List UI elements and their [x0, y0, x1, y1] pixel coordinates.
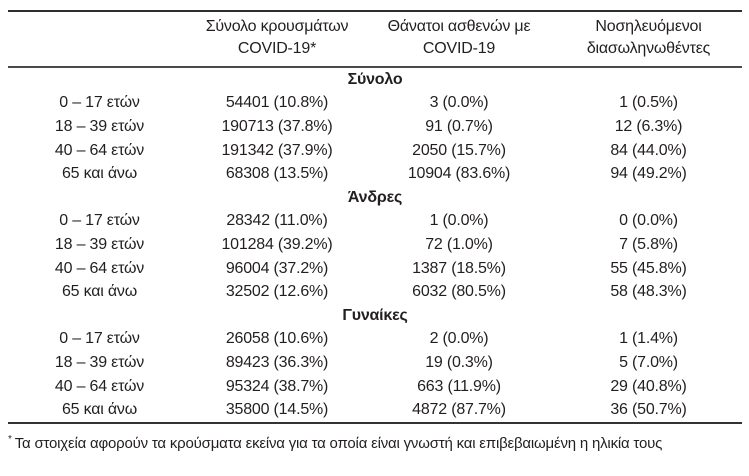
- age-row-label: 40 – 64 ετών: [54, 141, 145, 159]
- column-header-intubated-line2: διασωληνωθέντες: [586, 40, 711, 57]
- covid-stats-table: Σύνολο κρουσμάτων COVID-19* Θάνατοι ασθε…: [8, 10, 742, 424]
- section-header-row: Άνδρες: [8, 186, 742, 210]
- intubated-cell: 12 (6.3%): [614, 117, 683, 135]
- table-row: 65 και άνω 68308 (13.5%) 10904 (83.6%) 9…: [8, 162, 742, 186]
- deaths-cell: 4872 (87.7%): [412, 401, 506, 419]
- column-header-intubated-line1: Νοσηλευόμενοι: [595, 18, 702, 35]
- age-row-label: 18 – 39 ετών: [54, 117, 145, 135]
- intubated-cell: 29 (40.8%): [610, 377, 687, 395]
- age-row-label: 18 – 39 ετών: [54, 235, 145, 253]
- intubated-cell: 94 (49.2%): [610, 165, 687, 183]
- footnote-asterisk-marker: *: [8, 433, 12, 445]
- intubated-cell: 5 (7.0%): [619, 353, 678, 371]
- intubated-cell: 58 (48.3%): [610, 283, 687, 301]
- table-row: 40 – 64 ετών 191342 (37.9%) 2050 (15.7%)…: [8, 139, 742, 163]
- cases-cell: 101284 (39.2%): [221, 235, 333, 253]
- age-row-label: 40 – 64 ετών: [54, 259, 145, 277]
- table-footnote: * Τα στοιχεία αφορούν τα κρούσματα εκείνα…: [8, 431, 741, 453]
- header-row: Σύνολο κρουσμάτων COVID-19* Θάνατοι ασθε…: [8, 11, 742, 68]
- section-label-total: Σύνολο: [347, 70, 403, 88]
- age-row-label: 65 και άνω: [61, 165, 138, 183]
- intubated-cell: 1 (1.4%): [619, 330, 678, 348]
- cases-cell: 96004 (37.2%): [225, 259, 329, 277]
- deaths-cell: 1 (0.0%): [429, 212, 489, 230]
- intubated-cell: 7 (5.8%): [619, 235, 678, 253]
- column-header-intubated: Νοσηλευόμενοι διασωληνωθέντες: [555, 11, 742, 68]
- table-row: 0 – 17 ετών 54401 (10.8%) 3 (0.0%) 1 (0.…: [8, 92, 742, 116]
- cases-cell: 68308 (13.5%): [225, 165, 329, 183]
- age-row-label: 40 – 64 ετών: [54, 377, 145, 395]
- section-label-men: Άνδρες: [347, 188, 403, 206]
- column-header-cases-line1: Σύνολο κρουσμάτων: [205, 18, 349, 35]
- intubated-cell: 84 (44.0%): [610, 141, 687, 159]
- table-row: 0 – 17 ετών 28342 (11.0%) 1 (0.0%) 0 (0.…: [8, 210, 742, 234]
- age-row-label: 65 και άνω: [61, 283, 138, 301]
- cases-cell: 35800 (14.5%): [225, 401, 329, 419]
- deaths-cell: 10904 (83.6%): [407, 165, 511, 183]
- cases-cell: 32502 (12.6%): [225, 283, 329, 301]
- section-label-women: Γυναίκες: [342, 306, 408, 324]
- footnote-text: Τα στοιχεία αφορούν τα κρούσματα εκείνα …: [14, 434, 663, 452]
- deaths-cell: 2 (0.0%): [429, 330, 489, 348]
- intubated-cell: 1 (0.5%): [619, 94, 678, 112]
- table-row: 18 – 39 ετών 89423 (36.3%) 19 (0.3%) 5 (…: [8, 351, 742, 375]
- deaths-cell: 663 (11.9%): [417, 377, 501, 395]
- intubated-cell: 55 (45.8%): [610, 259, 687, 277]
- cases-cell: 26058 (10.6%): [225, 330, 329, 348]
- age-row-label: 65 και άνω: [61, 401, 138, 419]
- intubated-cell: 36 (50.7%): [610, 401, 687, 419]
- table-row: 65 και άνω 32502 (12.6%) 6032 (80.5%) 58…: [8, 280, 742, 304]
- age-row-label: 0 – 17 ετών: [59, 212, 140, 230]
- row-label-header: [8, 11, 191, 68]
- cases-cell: 191342 (37.9%): [221, 141, 333, 159]
- table-row: 18 – 39 ετών 190713 (37.8%) 91 (0.7%) 12…: [8, 115, 742, 139]
- age-row-label: 0 – 17 ετών: [59, 330, 140, 348]
- cases-cell: 95324 (38.7%): [225, 377, 329, 395]
- intubated-cell: 0 (0.0%): [619, 212, 678, 230]
- column-header-deaths-line1: Θάνατοι ασθενών με: [387, 18, 531, 35]
- section-header-row: Γυναίκες: [8, 304, 742, 328]
- deaths-cell: 2050 (15.7%): [412, 141, 506, 159]
- cases-cell: 190713 (37.8%): [221, 117, 333, 135]
- age-row-label: 0 – 17 ετών: [59, 94, 140, 112]
- deaths-cell: 19 (0.3%): [425, 353, 493, 371]
- column-header-cases: Σύνολο κρουσμάτων COVID-19*: [191, 11, 363, 68]
- cases-cell: 89423 (36.3%): [225, 353, 329, 371]
- age-row-label: 18 – 39 ετών: [54, 353, 145, 371]
- table-row: 40 – 64 ετών 95324 (38.7%) 663 (11.9%) 2…: [8, 375, 742, 399]
- column-header-deaths: Θάνατοι ασθενών με COVID-19: [363, 11, 555, 68]
- deaths-cell: 91 (0.7%): [425, 117, 493, 135]
- cases-cell: 54401 (10.8%): [225, 94, 329, 112]
- table-row: 65 και άνω 35800 (14.5%) 4872 (87.7%) 36…: [8, 398, 742, 423]
- column-header-cases-line2: COVID-19*: [237, 40, 317, 57]
- table-row: 40 – 64 ετών 96004 (37.2%) 1387 (18.5%) …: [8, 257, 742, 281]
- column-header-deaths-line2: COVID-19: [422, 40, 496, 57]
- deaths-cell: 6032 (80.5%): [412, 283, 506, 301]
- table-row: 18 – 39 ετών 101284 (39.2%) 72 (1.0%) 7 …: [8, 233, 742, 257]
- table-row: 0 – 17 ετών 26058 (10.6%) 2 (0.0%) 1 (1.…: [8, 328, 742, 352]
- deaths-cell: 72 (1.0%): [425, 235, 493, 253]
- section-header-row: Σύνολο: [8, 67, 742, 92]
- deaths-cell: 1387 (18.5%): [412, 259, 506, 277]
- deaths-cell: 3 (0.0%): [429, 94, 489, 112]
- cases-cell: 28342 (11.0%): [226, 212, 328, 230]
